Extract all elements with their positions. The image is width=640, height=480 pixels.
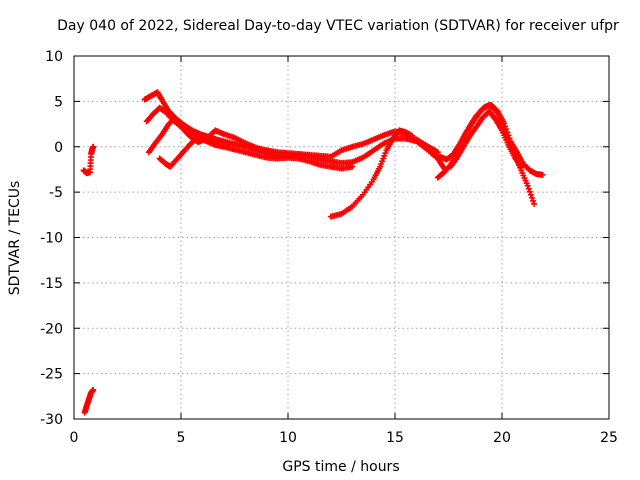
y-tick-label: 0 — [54, 140, 63, 156]
axis-ticks: 0 5 10 15 20 25 -30 -25 -20 -15 -10 -5 0 5 10 — [40, 49, 618, 446]
chart-title: Day 040 of 2022, Sidereal Day-to-day VTE… — [57, 18, 619, 34]
data-point — [502, 123, 509, 130]
y-axis-label: SDTVAR / TECUs — [7, 181, 23, 296]
data-point — [527, 191, 534, 198]
data-point — [501, 120, 508, 127]
data-point — [90, 386, 97, 393]
data-point — [531, 200, 538, 207]
data-point — [503, 126, 510, 133]
x-tick-label: 25 — [600, 430, 618, 446]
data-point — [225, 141, 232, 148]
y-tick-label: -5 — [49, 185, 63, 201]
data-point — [530, 197, 537, 204]
data-points — [80, 89, 546, 416]
y-tick-label: -20 — [40, 321, 63, 337]
x-tick-label: 5 — [177, 430, 186, 446]
data-point — [539, 171, 546, 178]
data-point — [349, 163, 356, 170]
y-tick-label: -30 — [40, 412, 63, 428]
data-point — [409, 132, 416, 139]
y-tick-label: 10 — [45, 49, 63, 65]
data-point — [525, 185, 532, 192]
data-point — [526, 188, 533, 195]
data-point — [528, 194, 535, 201]
x-tick-label: 20 — [493, 430, 511, 446]
data-point — [90, 143, 97, 150]
data-point — [524, 182, 531, 189]
y-tick-label: 5 — [54, 94, 63, 110]
y-tick-label: -15 — [40, 276, 63, 292]
x-axis-label: GPS time / hours — [282, 459, 399, 475]
data-point — [493, 107, 500, 114]
x-tick-label: 10 — [279, 430, 297, 446]
x-tick-label: 0 — [70, 430, 79, 446]
data-point — [518, 164, 525, 171]
y-tick-label: -10 — [40, 231, 63, 247]
x-tick-label: 15 — [386, 430, 404, 446]
y-tick-label: -25 — [40, 367, 63, 383]
grid-lines — [74, 56, 609, 419]
